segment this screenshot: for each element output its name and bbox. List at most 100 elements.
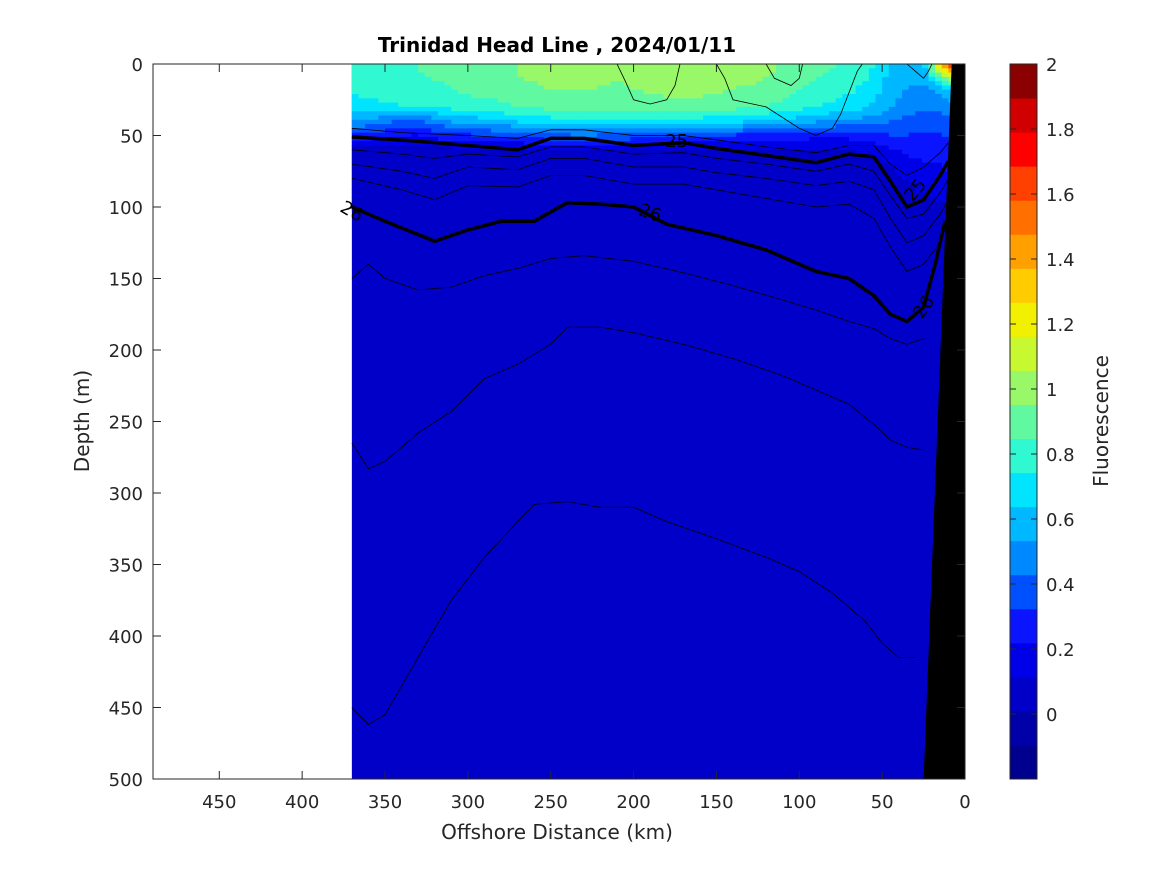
field-cell xyxy=(888,72,896,78)
y-tick-label: 50 xyxy=(120,127,143,148)
field-cell xyxy=(570,175,578,181)
field-cell xyxy=(550,141,558,147)
field-cell xyxy=(756,201,764,207)
field-cell xyxy=(749,72,757,78)
field-cell xyxy=(418,85,426,91)
field-cell xyxy=(795,205,804,211)
field-cell xyxy=(577,179,585,185)
field-cell xyxy=(418,196,426,202)
field-cell xyxy=(530,119,539,125)
field-cell xyxy=(849,68,857,74)
field-cell xyxy=(762,149,771,155)
field-cell xyxy=(544,115,552,121)
x-tick-label: 250 xyxy=(534,792,568,813)
field-cell xyxy=(769,175,777,181)
field-cell xyxy=(517,106,525,112)
field-cell xyxy=(351,68,360,74)
field-cell xyxy=(921,64,930,69)
field-cell xyxy=(729,154,737,159)
field-cell xyxy=(371,205,379,211)
field-cell xyxy=(457,188,466,194)
field-cell xyxy=(398,201,406,207)
field-cell xyxy=(696,188,704,194)
field-cell xyxy=(842,94,850,99)
field-cell xyxy=(868,76,877,82)
field-cell xyxy=(835,76,843,82)
field-cell xyxy=(868,72,877,78)
field-cell xyxy=(358,184,366,190)
field-cell xyxy=(868,85,877,91)
field-cell xyxy=(742,171,751,177)
field-cell xyxy=(583,89,592,95)
field-cell xyxy=(590,192,598,198)
field-cell xyxy=(491,124,499,129)
field-cell xyxy=(769,64,777,69)
field-cell xyxy=(776,68,784,74)
field-cell xyxy=(716,64,724,69)
field-cell xyxy=(358,89,366,95)
field-cell xyxy=(398,196,406,202)
field-cell xyxy=(815,162,824,168)
field-cell xyxy=(643,111,651,117)
field-cell xyxy=(471,145,479,151)
field-cell xyxy=(676,128,684,134)
x-tick-label: 50 xyxy=(871,792,894,813)
field-cell xyxy=(749,166,757,172)
field-cell xyxy=(517,149,525,155)
field-cell xyxy=(762,72,771,78)
field-cell xyxy=(570,111,578,117)
field-cell xyxy=(557,162,565,168)
field-cell xyxy=(789,94,797,99)
field-cell xyxy=(815,188,824,194)
field-cell xyxy=(742,196,751,202)
field-cell xyxy=(709,132,718,138)
field-cell xyxy=(597,124,605,129)
field-cell xyxy=(411,188,419,194)
field-cell xyxy=(398,64,406,69)
field-cell xyxy=(941,68,950,74)
field-cell xyxy=(756,119,764,125)
field-cell xyxy=(941,128,950,134)
field-cell xyxy=(444,128,452,134)
field-cell xyxy=(656,158,664,164)
field-cell xyxy=(915,128,923,134)
field-cell xyxy=(471,89,479,95)
field-cell xyxy=(756,102,764,108)
field-cell xyxy=(676,162,684,168)
field-cell xyxy=(504,196,512,202)
field-cell xyxy=(868,64,877,69)
field-cell xyxy=(471,201,479,207)
field-cell xyxy=(371,166,379,172)
field-cell xyxy=(670,111,678,117)
field-cell xyxy=(849,64,857,69)
field-cell xyxy=(941,64,950,69)
field-cell xyxy=(915,205,923,211)
field-cell xyxy=(597,188,605,194)
field-cell xyxy=(504,128,512,134)
field-cell xyxy=(517,64,525,69)
field-cell xyxy=(636,136,645,142)
field-cell xyxy=(385,175,393,181)
field-cell xyxy=(583,111,592,117)
field-cell xyxy=(696,149,704,155)
field-cell xyxy=(583,175,592,181)
field-cell xyxy=(365,196,373,202)
field-cell xyxy=(630,85,638,91)
field-cell xyxy=(928,145,936,151)
field-cell xyxy=(902,106,910,112)
field-cell xyxy=(557,166,565,172)
field-cell xyxy=(418,128,426,134)
field-cell xyxy=(510,141,519,147)
field-cell xyxy=(391,72,399,78)
field-cell xyxy=(842,72,850,78)
field-cell xyxy=(670,81,678,87)
field-cell xyxy=(477,111,486,117)
field-cell xyxy=(915,106,923,112)
field-cell xyxy=(756,166,764,172)
field-cell xyxy=(723,145,731,151)
field-cell xyxy=(583,72,592,78)
field-cell xyxy=(404,154,413,159)
field-cell xyxy=(776,205,784,211)
field-cell xyxy=(457,89,466,95)
field-cell xyxy=(902,145,910,151)
